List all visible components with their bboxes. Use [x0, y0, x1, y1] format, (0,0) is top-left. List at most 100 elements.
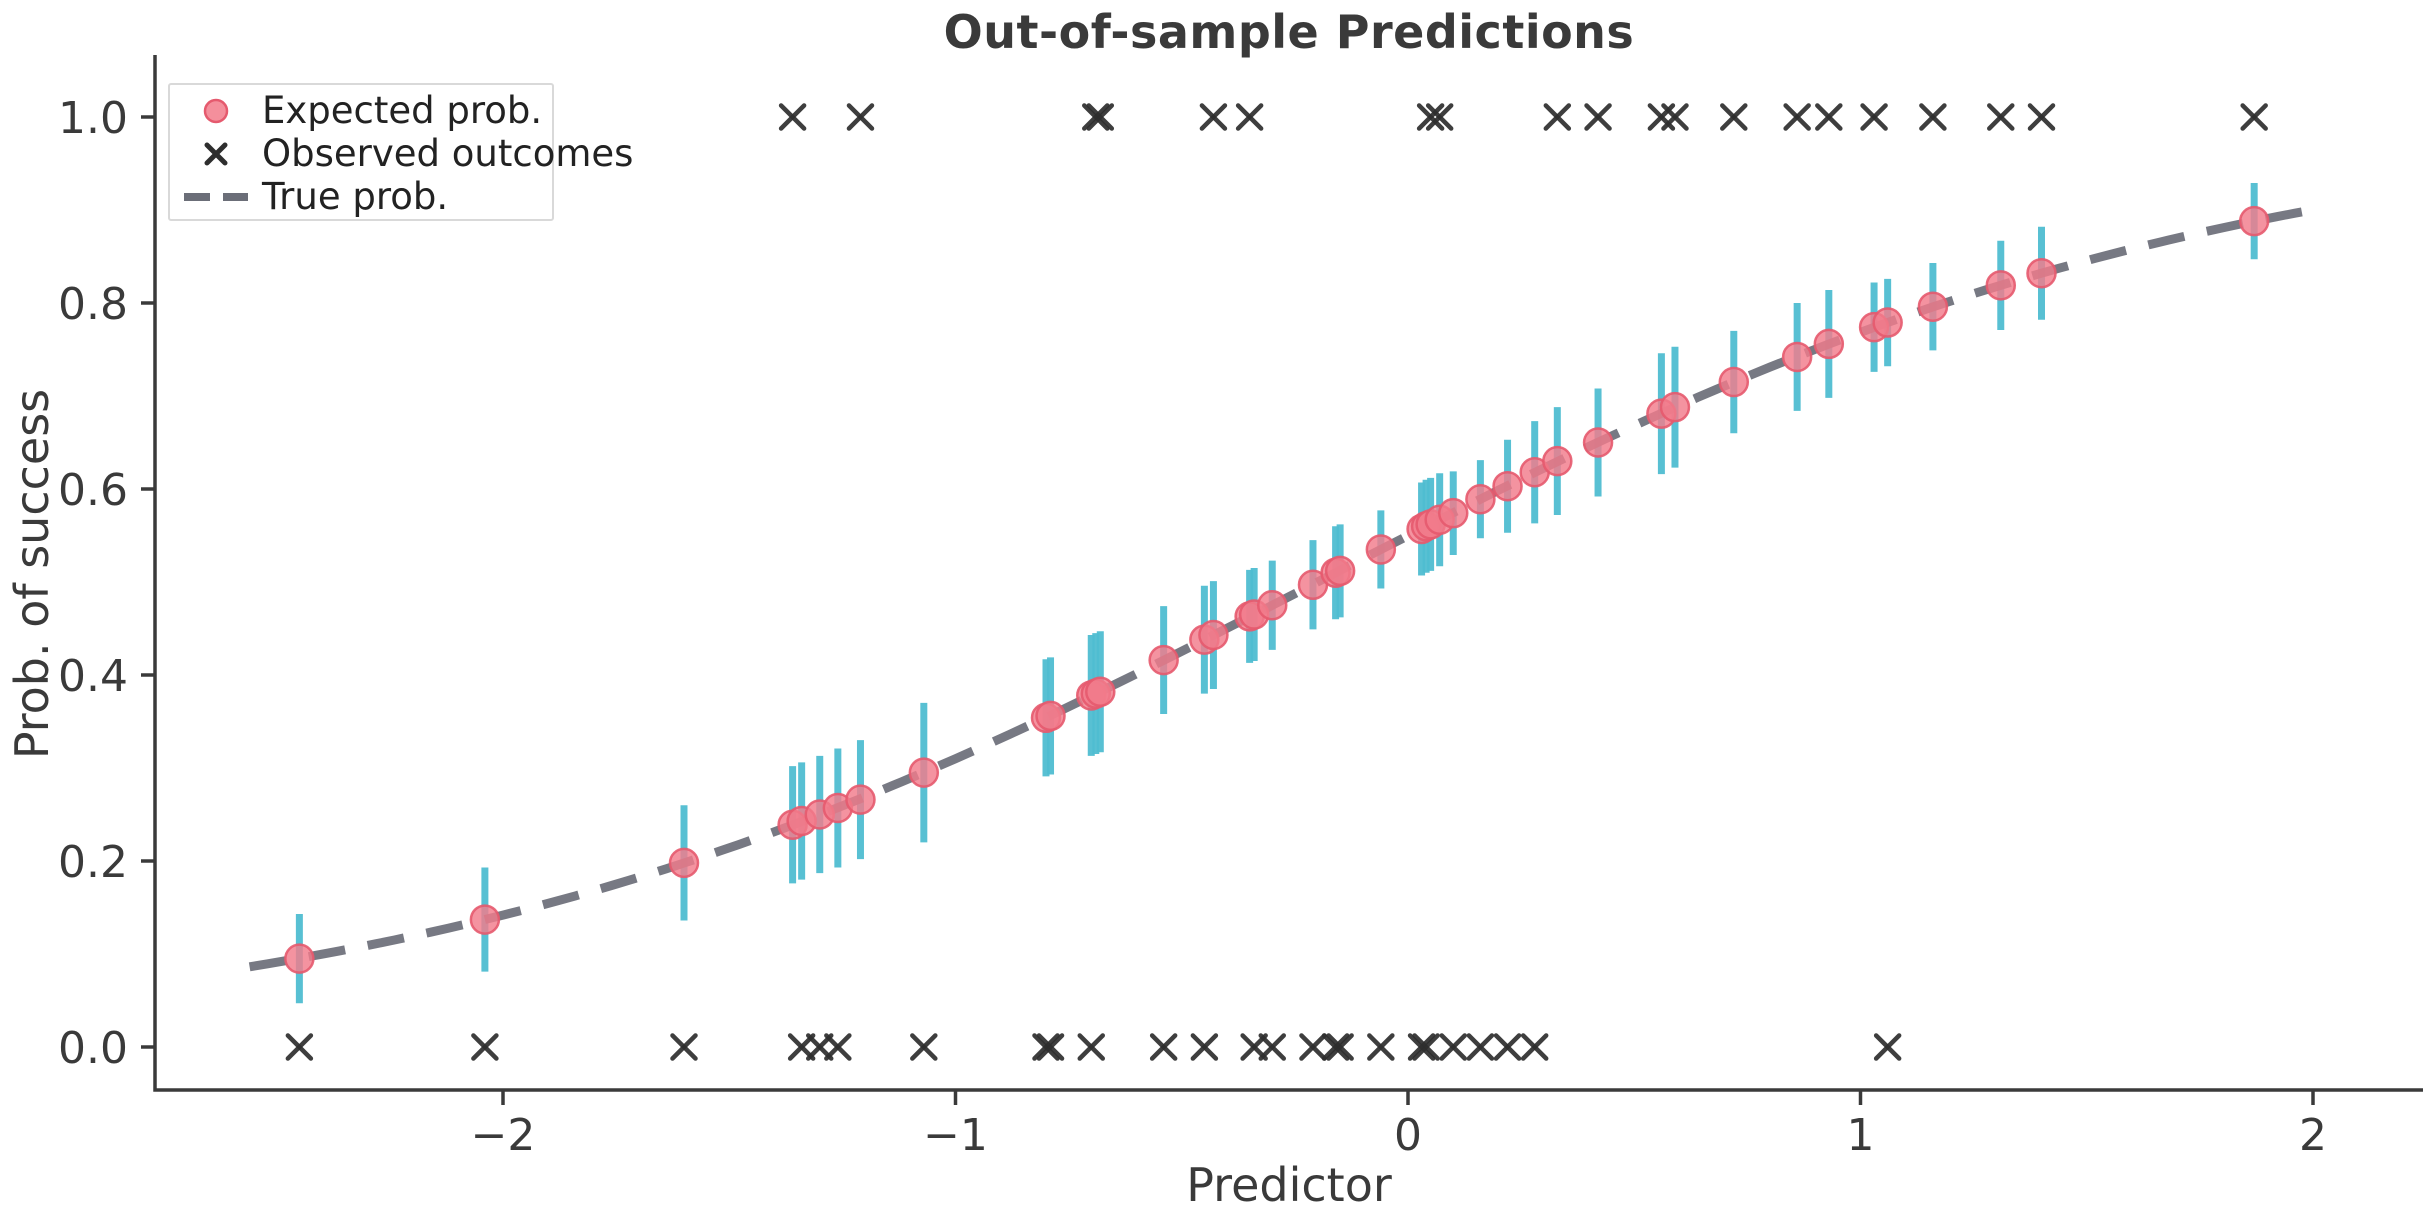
y-axis-label: Prob. of success: [5, 388, 59, 760]
observed-outcome-marker: [910, 1033, 938, 1061]
x-stroke: [1543, 103, 1572, 131]
observed-outcome-marker: [1199, 103, 1228, 131]
observed-outcome-marker: [2027, 103, 2056, 131]
observed-outcome-marker: [1661, 103, 1689, 131]
expected-prob-point: [1438, 497, 1469, 529]
observed-outcome-marker: [1815, 103, 1843, 131]
expected-prob-point: [1198, 619, 1229, 651]
expected-prob-points: [284, 205, 2270, 974]
x-stroke: [910, 1033, 938, 1061]
x-stroke: [1149, 1033, 1178, 1061]
x-stroke: [1190, 1033, 1219, 1061]
legend: Expected prob. Observed outcomes True pr…: [168, 83, 633, 221]
x-stroke: [1720, 103, 1748, 131]
observed-outcome-marker: [824, 1033, 852, 1061]
observed-outcome-marker: [1326, 1033, 1354, 1061]
x-stroke: [1466, 1033, 1495, 1061]
observed-outcome-marker: [1425, 103, 1454, 131]
observed-outcome-marker: [1987, 103, 2015, 131]
observed-outcome-marker: [1860, 103, 1888, 131]
legend-item-observed-outcomes: Observed outcomes: [170, 132, 633, 175]
y-tick-label: 0.6: [58, 465, 128, 516]
observed-outcome-marker: [1584, 103, 1612, 131]
x-stroke: [778, 103, 807, 131]
legend-label: Observed outcomes: [262, 132, 634, 175]
observed-outcome-marker: [1190, 1033, 1219, 1061]
expected-prob-point: [668, 847, 700, 879]
x-stroke: [1661, 103, 1689, 131]
expected-prob-point: [469, 904, 501, 935]
legend-label: Expected prob.: [262, 89, 543, 132]
x-stroke: [1407, 1033, 1436, 1061]
expected-prob-point: [2026, 257, 2057, 289]
gray-dashed-line-icon: [170, 190, 262, 204]
x-stroke: [1235, 103, 1264, 131]
x-stroke: [1082, 103, 1110, 131]
expected-prob-point: [1035, 700, 1066, 732]
observed-outcome-marker: [1919, 103, 1947, 131]
observed-outcome-marker: [846, 103, 875, 131]
observed-outcome-marker: [670, 1033, 698, 1061]
x-stroke: [1873, 1033, 1902, 1061]
observed-outcome-marker: [1720, 103, 1748, 131]
observed-outcome-marker: [1086, 103, 1115, 131]
expected-prob-point: [1542, 445, 1573, 477]
expected-prob-point: [1492, 470, 1523, 502]
observed-outcome-marker: [1149, 1033, 1178, 1061]
expected-prob-point: [1324, 555, 1356, 587]
x-stroke: [1987, 103, 2015, 131]
x-stroke: [1425, 103, 1454, 131]
observed-outcome-marker: [1416, 103, 1445, 131]
expected-prob-point: [1872, 307, 1903, 338]
x-stroke: [1815, 103, 1843, 131]
expected-prob-point: [1813, 328, 1845, 360]
x-tick-label: 2: [2299, 1110, 2327, 1161]
observed-outcome-marker: [1036, 1033, 1065, 1061]
observed-outcome-marker: [778, 103, 807, 131]
observed-outcome-marker: [1439, 1033, 1467, 1061]
y-tick-label: 1.0: [58, 93, 128, 144]
x-stroke: [1919, 103, 1947, 131]
expected-prob-point: [908, 757, 940, 788]
x-stroke: [1412, 1033, 1440, 1061]
observed-outcome-marker: [1258, 1033, 1286, 1061]
expected-prob-point: [1465, 483, 1496, 515]
x-stroke: [285, 1033, 314, 1061]
y-tick-label: 0.0: [58, 1023, 128, 1074]
observed-outcome-marker: [1235, 103, 1264, 131]
x-stroke: [1584, 103, 1612, 131]
legend-item-true-prob: True prob.: [170, 175, 552, 218]
expected-prob-point: [1257, 590, 1288, 621]
observed-outcome-marker: [1321, 1033, 1350, 1061]
x-stroke: [1326, 1033, 1354, 1061]
x-tick-label: −2: [471, 1110, 536, 1161]
observed-outcome-marker: [285, 1033, 314, 1061]
x-stroke: [1367, 1033, 1395, 1061]
x-stroke: [1077, 1033, 1105, 1061]
expected-prob-point: [1148, 644, 1179, 676]
x-stroke: [1783, 103, 1811, 131]
observed-outcome-marker: [1493, 1033, 1522, 1061]
x-stroke: [1299, 1033, 1327, 1061]
legend-label: True prob.: [262, 175, 449, 218]
expected-prob-point: [845, 784, 876, 815]
observed-outcome-marker: [1407, 1033, 1436, 1061]
expected-prob-point: [1085, 676, 1116, 707]
expected-prob-point: [1718, 366, 1750, 398]
observed-outcome-marker: [1783, 103, 1811, 131]
expected-prob-point: [2238, 205, 2270, 237]
x-stroke: [2240, 103, 2268, 131]
y-tick-label: 0.8: [58, 279, 128, 330]
expected-prob-point: [1917, 291, 1949, 322]
observed-outcome-marker: [1082, 103, 1110, 131]
observed-outcome-marker: [2240, 103, 2268, 131]
expected-prob-point: [284, 943, 315, 974]
x-stroke: [1032, 1033, 1060, 1061]
x-tick-label: 0: [1394, 1110, 1422, 1161]
x-tick-label: −1: [923, 1110, 988, 1161]
x-stroke: [1860, 103, 1888, 131]
observed-outcome-marker: [1543, 103, 1572, 131]
y-tick-label: 0.2: [58, 837, 128, 888]
